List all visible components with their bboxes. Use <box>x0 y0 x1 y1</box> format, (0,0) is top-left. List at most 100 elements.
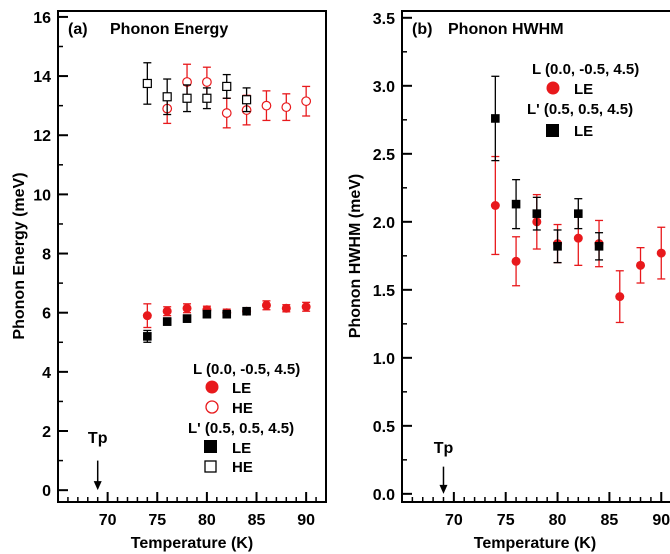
annotation-a: Tp <box>88 430 108 491</box>
panel-a: (a) Phonon Energy Temperature (K) Phonon… <box>11 10 327 552</box>
data-point <box>202 93 212 103</box>
data-point <box>162 306 172 316</box>
legend-a-entry-3: LE <box>232 440 251 457</box>
y-tick-label: 12 <box>33 128 51 145</box>
y-tick-label: 14 <box>33 69 51 86</box>
legend-a: L (0.0, -0.5, 4.5) LE HE L' (0.5, 0.5, 4… <box>188 361 300 476</box>
y-tick-label: 2.0 <box>373 215 395 232</box>
legend-a-entry-4: HE <box>232 459 253 476</box>
y-tick-label: 2.5 <box>373 147 395 164</box>
data-point <box>142 311 152 321</box>
data-point <box>162 317 172 326</box>
data-point <box>182 303 192 313</box>
x-tick-label: 80 <box>198 512 216 529</box>
series-b-1 <box>490 155 666 324</box>
x-tick-label: 85 <box>601 512 619 529</box>
legend-b-header-1: L (0.0, -0.5, 4.5) <box>532 61 639 78</box>
legend-a-header-1: L (0.0, -0.5, 4.5) <box>193 361 300 378</box>
y-tick-label: 1.5 <box>373 283 395 300</box>
x-tick-label: 90 <box>652 512 670 529</box>
data-point <box>242 306 251 316</box>
legend-a-marker-2 <box>205 400 219 414</box>
data-point <box>491 114 500 123</box>
y-tick-label: 2 <box>42 424 51 441</box>
data-point <box>241 95 252 105</box>
panel-label-b: (b) <box>412 21 432 38</box>
legend-b-header-2: L' (0.5, 0.5, 4.5) <box>527 101 633 118</box>
data-point <box>636 260 646 270</box>
legend-a-marker-1 <box>205 380 219 394</box>
x-tick-label: 75 <box>148 512 166 529</box>
data-point <box>182 314 192 323</box>
legend-b-marker-2 <box>546 124 559 137</box>
y-tick-label: 16 <box>33 10 51 27</box>
data-point <box>615 292 625 302</box>
data-point <box>594 241 604 251</box>
y-axis-label-a: Phonon Energy (meV) <box>11 172 28 339</box>
axes-b: 70 75 80 85 90 0.0 0.5 1.0 1.5 2.0 2.5 3.0 3.5 <box>373 11 670 529</box>
legend-a-header-2: L' (0.5, 0.5, 4.5) <box>188 420 294 437</box>
y-tick-label: 10 <box>33 187 51 204</box>
x-axis-label-b: Temperature (K) <box>474 535 596 552</box>
panel-label-a: (a) <box>68 21 88 38</box>
data-point <box>222 309 232 319</box>
tp-label-a: Tp <box>88 430 108 447</box>
y-tick-label: 0.0 <box>373 487 395 504</box>
data-point <box>261 100 272 111</box>
legend-a-entry-1: LE <box>232 380 251 397</box>
data-point <box>301 302 311 312</box>
x-tick-label: 75 <box>497 512 515 529</box>
annotation-b: Tp <box>434 440 454 494</box>
data-point <box>202 309 212 319</box>
series-a-3 <box>143 306 251 343</box>
plot-frame-b <box>401 10 670 503</box>
y-tick-label: 4 <box>42 365 51 382</box>
tp-arrowhead-a <box>93 481 102 491</box>
x-tick-label: 85 <box>248 512 266 529</box>
y-axis-label-b: Phonon HWHM (meV) <box>347 174 364 338</box>
data-point <box>511 256 521 266</box>
data-point <box>261 300 271 310</box>
tp-label-b: Tp <box>434 440 454 457</box>
legend-b: L (0.0, -0.5, 4.5) LE L' (0.5, 0.5, 4.5)… <box>527 61 639 140</box>
data-point <box>553 241 562 251</box>
tp-arrowhead-b <box>439 484 448 494</box>
x-axis-label-a: Temperature (K) <box>131 535 253 552</box>
legend-a-entry-2: HE <box>232 400 253 417</box>
data-point <box>281 102 292 113</box>
y-tick-label: 8 <box>42 247 51 264</box>
legend-b-entry-2: LE <box>574 123 593 140</box>
data-point <box>142 78 152 89</box>
data-point <box>221 108 232 118</box>
data-point <box>490 200 500 210</box>
data-point <box>656 248 666 258</box>
plot-frame-a <box>57 10 327 503</box>
data-point <box>301 96 312 107</box>
x-tick-label: 70 <box>445 512 463 529</box>
y-tick-label: 0.5 <box>373 419 395 436</box>
data-point <box>281 303 291 313</box>
series-a-4 <box>142 62 252 116</box>
y-tick-label: 3.0 <box>373 79 395 96</box>
legend-b-marker-1 <box>546 81 560 95</box>
marks-b <box>490 75 666 324</box>
x-tick-label: 70 <box>99 512 117 529</box>
y-tick-label: 1.0 <box>373 351 395 368</box>
axes-a: 70 75 80 85 90 0 2 4 6 8 10 12 14 16 <box>33 10 327 529</box>
y-tick-label: 0 <box>42 483 51 500</box>
marks-a <box>142 62 312 343</box>
data-point <box>182 93 192 103</box>
chart-title-b: Phonon HWHM <box>448 21 564 38</box>
data-point <box>532 209 542 218</box>
data-point <box>162 92 172 102</box>
data-point <box>573 209 583 218</box>
chart-title-a: Phonon Energy <box>110 21 228 38</box>
data-point <box>573 233 583 243</box>
legend-a-marker-4 <box>204 460 217 473</box>
y-tick-label: 6 <box>42 306 51 323</box>
x-tick-label: 80 <box>549 512 567 529</box>
data-point <box>511 199 521 209</box>
panel-b: (b) Phonon HWHM Temperature (K) Phonon H… <box>347 10 670 552</box>
legend-a-marker-3 <box>204 440 217 453</box>
